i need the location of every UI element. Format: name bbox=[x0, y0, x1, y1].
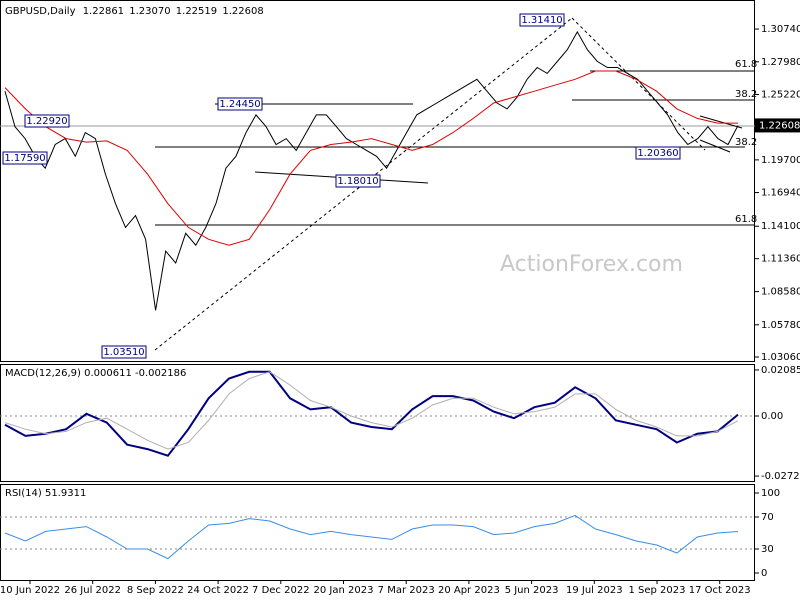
ohlc: 1.22519 bbox=[176, 6, 217, 17]
ohlc: 1.23070 bbox=[129, 6, 170, 17]
series-line bbox=[4, 30, 739, 311]
x-tick-label: 1 Sep 2023 bbox=[628, 585, 685, 596]
current-price: 1.22608 bbox=[759, 120, 800, 131]
price-label: 1.31410 bbox=[521, 15, 562, 26]
rsi-title: RSI(14) 51.9311 bbox=[5, 488, 86, 499]
y-tick-label: 1.27980 bbox=[761, 57, 800, 68]
x-tick-label: 24 Oct 2022 bbox=[187, 585, 249, 596]
x-tick-label: 20 Apr 2023 bbox=[438, 585, 500, 596]
y-tick-label: 1.16940 bbox=[761, 188, 800, 199]
price-label-box bbox=[24, 114, 70, 128]
channel-line bbox=[699, 115, 743, 129]
y-tick-label: 1.08580 bbox=[761, 287, 800, 298]
series-line bbox=[4, 371, 739, 450]
current-price-box bbox=[755, 118, 800, 133]
x-tick-label: 26 Jul 2022 bbox=[64, 585, 121, 596]
y-tick-label: 1.11360 bbox=[761, 254, 800, 265]
price-label: 1.22920 bbox=[26, 116, 67, 127]
fib-label: 61.8 bbox=[735, 214, 757, 225]
macd-panel bbox=[0, 364, 755, 482]
fib-label: 38.2 bbox=[735, 89, 757, 100]
x-tick-label: 19 Jul 2023 bbox=[566, 585, 623, 596]
rsi-panel bbox=[0, 484, 755, 581]
y-tick-label: 0.00 bbox=[761, 411, 783, 422]
x-tick-label: 7 Mar 2023 bbox=[378, 585, 435, 596]
x-tick-label: 17 Oct 2023 bbox=[689, 585, 751, 596]
chart-title: GBPUSD,Daily 1.22861 1.23070 1.22519 1.2… bbox=[5, 6, 264, 17]
price-label: 1.24450 bbox=[219, 99, 260, 110]
price-label-box bbox=[101, 345, 147, 359]
price-label-box bbox=[217, 97, 263, 111]
price-label-box bbox=[519, 13, 565, 27]
price-label-box bbox=[2, 151, 48, 165]
trend-line bbox=[571, 17, 706, 151]
x-tick-label: 8 Sep 2022 bbox=[127, 585, 184, 596]
price-label-box bbox=[635, 146, 681, 160]
y-tick-label: -0.027213 bbox=[761, 471, 800, 482]
y-tick-label: 70 bbox=[761, 512, 774, 523]
y-tick-label: 0.020858 bbox=[761, 365, 800, 376]
ohlc: 1.22861 bbox=[83, 6, 124, 17]
series-line bbox=[4, 514, 739, 560]
fib-label: 38.2 bbox=[735, 137, 757, 148]
ohlc: 1.22608 bbox=[222, 6, 263, 17]
series-line bbox=[4, 70, 738, 246]
y-tick-label: 1.05780 bbox=[761, 320, 800, 331]
price-label: 1.17590 bbox=[4, 153, 45, 164]
y-tick-label: 1.30740 bbox=[761, 24, 800, 35]
y-tick-label: 100 bbox=[761, 488, 780, 499]
price-label: 1.18010 bbox=[337, 176, 378, 187]
fib-label: 61.8 bbox=[735, 59, 757, 70]
y-tick-label: 1.14100 bbox=[761, 221, 800, 232]
main-panel bbox=[0, 0, 755, 362]
y-tick-label: 1.25220 bbox=[761, 89, 800, 100]
price-label: 1.03510 bbox=[103, 347, 144, 358]
price-label-box bbox=[335, 174, 381, 188]
symbol: GBPUSD,Daily bbox=[5, 6, 76, 17]
y-tick-label: 1.03060 bbox=[761, 352, 800, 363]
channel-line bbox=[699, 139, 731, 153]
x-tick-label: 10 Jun 2022 bbox=[0, 585, 60, 596]
macd-title: MACD(12,26,9) 0.000611 -0.002186 bbox=[5, 368, 186, 379]
x-tick-label: 20 Jan 2023 bbox=[314, 585, 374, 596]
series-line bbox=[4, 370, 739, 457]
watermark: ActionForex.com bbox=[500, 252, 683, 277]
x-tick-label: 5 Jun 2023 bbox=[505, 585, 559, 596]
y-tick-label: 30 bbox=[761, 544, 774, 555]
y-tick-label: 0 bbox=[761, 568, 767, 579]
x-tick-label: 7 Dec 2022 bbox=[252, 585, 310, 596]
price-label: 1.20360 bbox=[637, 148, 678, 159]
y-tick-label: 1.19700 bbox=[761, 155, 800, 166]
